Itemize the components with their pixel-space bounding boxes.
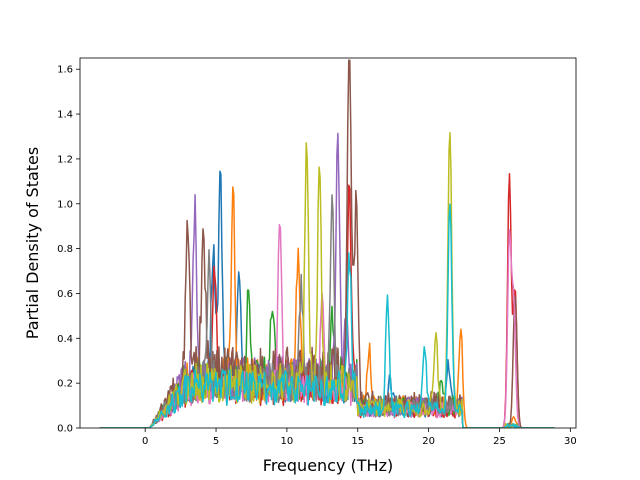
y-tick-label: 1.6 (57, 65, 73, 76)
y-tick-label: 0.4 (57, 334, 73, 345)
x-tick-label: 25 (493, 436, 506, 447)
series-layer (99, 59, 555, 428)
x-axis: 0 5 10 15 20 25 30 (142, 428, 577, 447)
y-tick-label: 1.2 (57, 154, 73, 165)
x-tick-label: 30 (564, 436, 577, 447)
plot-area (79, 57, 577, 429)
x-axis-label: Frequency (THz) (263, 456, 393, 475)
y-axis-label: Partial Density of States (23, 147, 42, 339)
x-tick-label: 5 (213, 436, 219, 447)
y-tick-label: 1.0 (57, 199, 73, 210)
y-tick-label: 0.8 (57, 244, 73, 255)
y-tick-label: 0.2 (57, 379, 73, 390)
x-tick-label: 0 (142, 436, 148, 447)
y-tick-label: 1.4 (57, 110, 73, 121)
x-tick-label: 20 (422, 436, 435, 447)
x-tick-label: 15 (351, 436, 364, 447)
y-tick-label: 0.0 (57, 424, 73, 435)
y-axis: 0.0 0.2 0.4 0.6 0.8 1.0 1.2 1.4 1.6 (57, 65, 80, 435)
y-tick-label: 0.6 (57, 289, 73, 300)
axes-border (79, 57, 577, 429)
series-line-10 (99, 203, 555, 428)
x-tick-label: 10 (281, 436, 294, 447)
